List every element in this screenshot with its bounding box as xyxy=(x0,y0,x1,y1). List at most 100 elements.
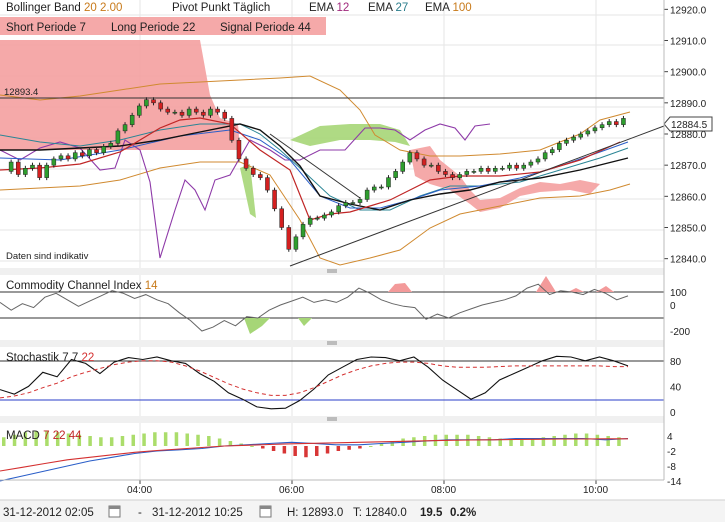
status-bar: 31-12-2012 02:05 - 31-12-2012 10:25 H: 1… xyxy=(0,499,725,522)
cci-line xyxy=(0,283,629,332)
candle-up xyxy=(507,164,512,169)
legend-item: Signal Periode 44 xyxy=(220,22,311,34)
macd-bar-negative xyxy=(293,446,297,456)
candle-up xyxy=(322,214,327,219)
candle-up xyxy=(336,205,341,213)
cloud-green-area xyxy=(240,164,256,218)
price-axis: 12920.0 12910.0 12900.0 12890.0 12880.0 12870… xyxy=(664,5,707,266)
legend-item: Long Periode 22 xyxy=(111,22,195,34)
candle-down xyxy=(80,152,85,157)
candle-up xyxy=(343,202,349,206)
macd-bar-positive xyxy=(368,446,373,447)
last-price-label: 12884.5 xyxy=(671,120,708,131)
bollinger-lower xyxy=(0,161,631,266)
candle-down xyxy=(414,152,420,160)
macd-bar-positive xyxy=(12,434,17,446)
candle-up xyxy=(471,171,477,173)
candle-down xyxy=(65,155,71,160)
stochastic-title: Stochastik 7 7 22 xyxy=(6,352,94,364)
candle-up xyxy=(172,111,178,114)
candle-up xyxy=(129,115,135,125)
price-tick-label: 12890.0 xyxy=(670,99,707,110)
stochastic-axis: 80 40 0 xyxy=(670,357,682,419)
end-calendar-icon[interactable] xyxy=(259,505,272,518)
macd-bar-negative xyxy=(358,446,362,449)
macd-bar-positive xyxy=(66,433,71,446)
trend-line-2[interactable] xyxy=(269,133,361,199)
macd-bar-positive xyxy=(142,433,146,446)
candle-up xyxy=(115,130,121,144)
candle-up xyxy=(478,168,484,172)
cloud-red-area xyxy=(0,40,240,150)
macd-bar-negative xyxy=(304,446,308,458)
candle-up xyxy=(386,177,391,188)
macd-bar-positive xyxy=(595,434,600,446)
candle-down xyxy=(201,111,206,116)
legend-item: Pivot Punkt Täglich xyxy=(172,2,270,14)
candle-up xyxy=(407,152,413,163)
trend-line[interactable] xyxy=(289,125,665,267)
macd-bar-positive xyxy=(530,438,535,446)
macd-bar-negative xyxy=(325,446,330,454)
candle-up xyxy=(208,108,213,116)
candle-down xyxy=(286,227,292,250)
candle-down xyxy=(229,118,235,141)
macd-bar-negative xyxy=(282,446,287,454)
candle-up xyxy=(307,217,313,225)
price-tick-label: 12850.0 xyxy=(670,223,707,234)
candle-up xyxy=(44,164,49,178)
candle-up xyxy=(621,118,626,125)
macd-bar-positive xyxy=(174,432,179,446)
candle-down xyxy=(179,111,185,116)
candle-up xyxy=(315,217,320,220)
candle-up xyxy=(379,186,384,189)
candle-up xyxy=(357,199,363,203)
candle-up xyxy=(186,108,192,116)
macd-bar-positive xyxy=(509,439,513,446)
stochastic-panel[interactable]: Stochastik 7 7 22 80 40 0 xyxy=(0,352,682,419)
macd-bar-positive xyxy=(99,437,103,446)
macd-bar-positive xyxy=(584,433,589,446)
stochastic-d-line xyxy=(0,360,628,399)
cci-panel[interactable]: Commodity Channel Index 14 100 0 -200 xyxy=(0,276,690,338)
candle-up xyxy=(8,161,14,172)
macd-bar-positive xyxy=(153,432,157,446)
legend-row-2: Short Periode 7 Long Periode 22 Signal Per… xyxy=(6,22,311,34)
price-panel[interactable]: 12893.4 Bollinger Band 20 2.00 Pivot Pun… xyxy=(0,0,713,480)
candle-up xyxy=(350,202,356,204)
price-tick-label: 12900.0 xyxy=(670,68,707,79)
end-date: 31-12-2012 10:25 xyxy=(152,507,243,519)
macd-bar-positive xyxy=(476,436,481,446)
macd-bar-positive xyxy=(552,436,556,446)
candle-up xyxy=(300,224,306,238)
time-tick-label: 08:00 xyxy=(431,485,456,496)
candle-up xyxy=(592,127,598,132)
candle-up xyxy=(528,161,534,166)
low-value: T: 12840.0 xyxy=(353,507,407,519)
macd-bar-positive xyxy=(196,434,200,446)
macd-bar-negative xyxy=(261,446,265,449)
candle-down xyxy=(165,108,171,113)
stochastic-tick-label: 80 xyxy=(670,357,682,368)
legend-row-1: Bollinger Band 20 2.00 Pivot Punkt Tägli… xyxy=(6,2,472,14)
macd-bar-positive xyxy=(88,436,92,446)
candles xyxy=(8,97,626,252)
cci-tick-label: 0 xyxy=(670,301,676,312)
candle-up xyxy=(606,121,612,125)
candle-up xyxy=(58,155,64,160)
candle-up xyxy=(521,164,527,169)
start-calendar-icon[interactable] xyxy=(108,505,121,518)
candle-up xyxy=(493,168,498,172)
cci-axis: 100 0 -200 xyxy=(670,288,690,338)
ema-12-line xyxy=(0,123,491,259)
cloud-red-area-2 xyxy=(410,146,600,212)
candle-up xyxy=(364,189,370,200)
candle-down xyxy=(151,99,156,104)
candle-up xyxy=(30,164,35,169)
macd-bar-positive xyxy=(250,446,254,447)
panel-separators[interactable] xyxy=(0,268,664,423)
macd-bar-positive xyxy=(487,437,492,446)
macd-panel[interactable]: MACD 7 22 44 4 -2 -8 -14 xyxy=(0,430,682,488)
macd-bar-positive xyxy=(574,433,578,446)
